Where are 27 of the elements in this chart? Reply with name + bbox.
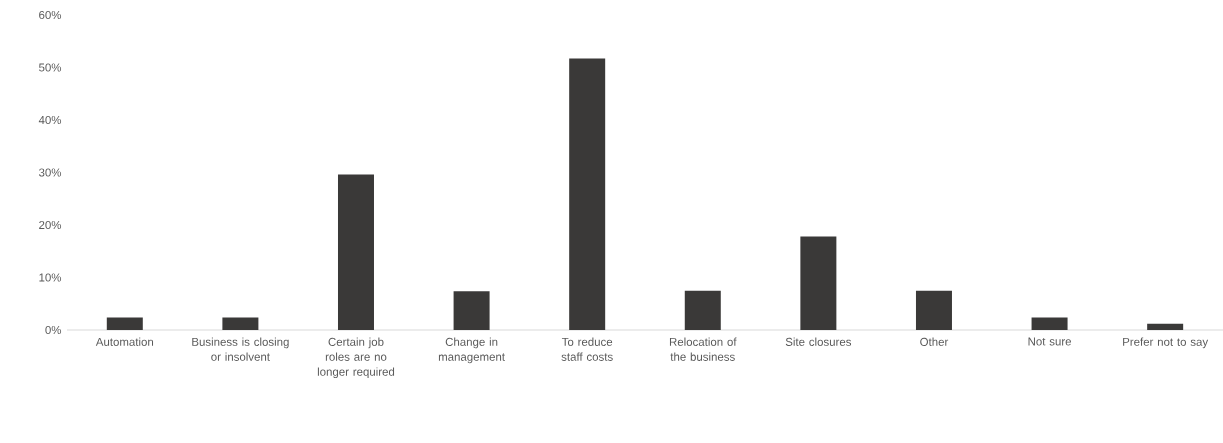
x-tick-label: Change in management bbox=[438, 337, 505, 364]
bar bbox=[106, 317, 143, 330]
bar bbox=[569, 58, 606, 330]
bar bbox=[800, 236, 837, 330]
x-tick-label: Certain job roles are no longer required bbox=[317, 337, 395, 379]
y-tick-label: 30% bbox=[38, 168, 62, 177]
x-tick-label: Not sure bbox=[1028, 337, 1072, 346]
bar bbox=[915, 290, 952, 330]
x-tick-label: Prefer not to say bbox=[1123, 337, 1209, 349]
y-tick-label: 50% bbox=[39, 63, 62, 72]
x-tick-label: Business is closing or insolvent bbox=[192, 337, 289, 361]
x-tick-label: Other bbox=[920, 337, 949, 346]
bar bbox=[1147, 323, 1184, 330]
y-tick-label: 20% bbox=[39, 220, 62, 230]
bar bbox=[453, 291, 490, 330]
x-tick-label: To reduce staff costs bbox=[561, 337, 613, 361]
y-tick-label: 60% bbox=[39, 10, 62, 20]
bar bbox=[337, 174, 374, 330]
y-tick-label: 40% bbox=[38, 115, 62, 125]
y-tick-label: 10% bbox=[39, 273, 62, 282]
x-tick-label: Site closures bbox=[785, 337, 852, 346]
bar bbox=[684, 290, 721, 330]
bar bbox=[222, 317, 259, 330]
x-tick-label: Relocation of the business bbox=[669, 337, 737, 361]
bar bbox=[1031, 317, 1068, 330]
x-tick-label: Automation bbox=[95, 337, 154, 346]
y-tick-label: 0% bbox=[45, 325, 62, 335]
